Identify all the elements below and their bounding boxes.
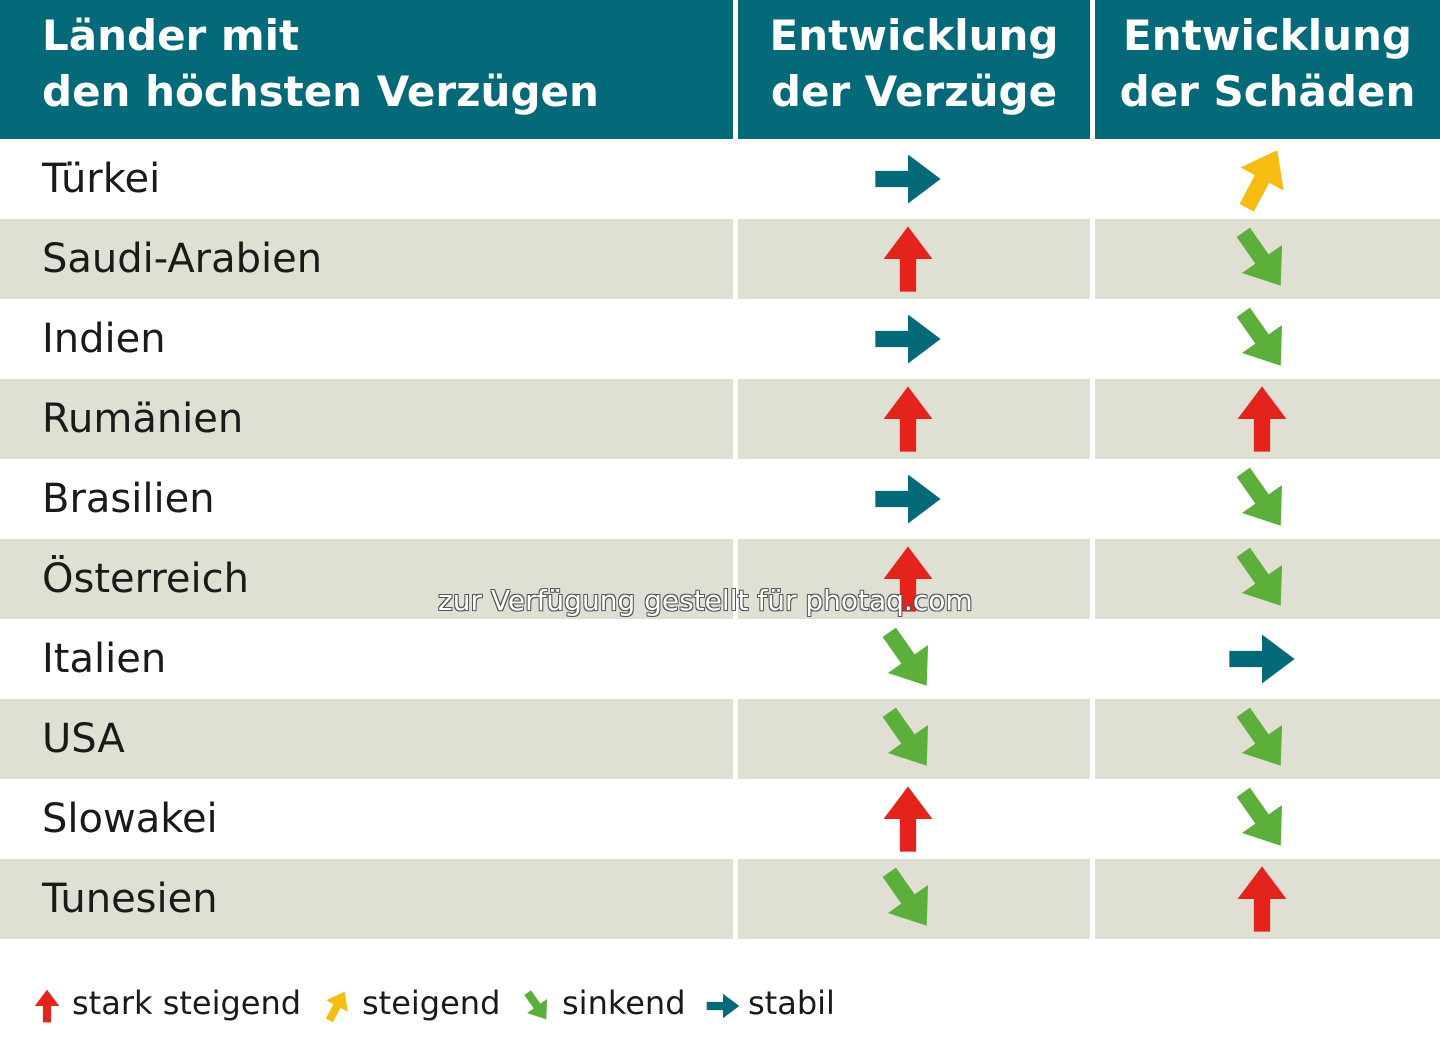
table-row: Brasilien bbox=[0, 459, 1440, 539]
legend-label: sinkend bbox=[562, 984, 686, 1022]
legend: stark steigend steigend sinkend stabil bbox=[30, 980, 930, 1030]
delays-arrow-right-icon bbox=[874, 465, 942, 537]
country-name: Österreich bbox=[42, 556, 249, 602]
arrow-right-icon bbox=[706, 993, 740, 1019]
header-damages-line1: Entwicklung bbox=[1123, 11, 1412, 60]
damages-cell bbox=[1095, 779, 1440, 859]
table-row: Österreich bbox=[0, 539, 1440, 619]
delays-cell bbox=[738, 139, 1090, 219]
table-row: Saudi-Arabien bbox=[0, 219, 1440, 299]
damages-arrow-down-right-icon bbox=[1228, 545, 1296, 617]
damages-cell bbox=[1095, 859, 1440, 939]
delays-cell bbox=[738, 859, 1090, 939]
table-row: Rumänien bbox=[0, 379, 1440, 459]
table-row: Italien bbox=[0, 619, 1440, 699]
delays-cell bbox=[738, 459, 1090, 539]
damages-arrow-down-right-icon bbox=[1228, 225, 1296, 297]
country-cell: Saudi-Arabien bbox=[0, 219, 733, 299]
delays-arrow-right-icon bbox=[874, 305, 942, 377]
damages-arrow-right-icon bbox=[1228, 625, 1296, 697]
legend-label: stabil bbox=[748, 984, 835, 1022]
delays-arrow-up-icon bbox=[874, 545, 942, 617]
country-name: Rumänien bbox=[42, 396, 244, 442]
damages-arrow-up-right-icon bbox=[1228, 145, 1296, 217]
damages-cell bbox=[1095, 619, 1440, 699]
legend-label: steigend bbox=[362, 984, 501, 1022]
delays-arrow-up-icon bbox=[874, 225, 942, 297]
delays-cell bbox=[738, 379, 1090, 459]
delays-arrow-right-icon bbox=[874, 145, 942, 217]
header-delays-line2: der Verzüge bbox=[770, 67, 1058, 116]
country-cell: Italien bbox=[0, 619, 733, 699]
header-damages: Entwicklung der Schäden bbox=[1095, 0, 1440, 139]
table-row: Türkei bbox=[0, 139, 1440, 219]
country-name: Slowakei bbox=[42, 796, 218, 842]
arrow-up-icon bbox=[34, 989, 60, 1023]
header-country-line2: den höchsten Verzügen bbox=[42, 67, 599, 116]
damages-arrow-down-right-icon bbox=[1228, 705, 1296, 777]
country-name: USA bbox=[42, 716, 125, 762]
damages-cell bbox=[1095, 219, 1440, 299]
damages-cell bbox=[1095, 539, 1440, 619]
country-cell: Rumänien bbox=[0, 379, 733, 459]
country-name: Brasilien bbox=[42, 476, 215, 522]
damages-arrow-down-right-icon bbox=[1228, 305, 1296, 377]
country-name: Tunesien bbox=[42, 876, 218, 922]
table-row: Indien bbox=[0, 299, 1440, 379]
damages-cell bbox=[1095, 699, 1440, 779]
country-cell: Österreich bbox=[0, 539, 733, 619]
header-delays-line1: Entwicklung bbox=[769, 11, 1059, 60]
delays-cell bbox=[738, 619, 1090, 699]
header-country-line1: Länder mit bbox=[42, 11, 300, 60]
country-cell: Slowakei bbox=[0, 779, 733, 859]
country-cell: USA bbox=[0, 699, 733, 779]
country-cell: Brasilien bbox=[0, 459, 733, 539]
delays-arrow-up-icon bbox=[874, 385, 942, 457]
damages-arrow-down-right-icon bbox=[1228, 465, 1296, 537]
damages-cell bbox=[1095, 379, 1440, 459]
delays-arrow-down-right-icon bbox=[874, 625, 942, 697]
delays-arrow-down-right-icon bbox=[874, 865, 942, 937]
delays-cell bbox=[738, 219, 1090, 299]
delays-cell bbox=[738, 699, 1090, 779]
country-cell: Indien bbox=[0, 299, 733, 379]
country-cell: Tunesien bbox=[0, 859, 733, 939]
delays-cell bbox=[738, 539, 1090, 619]
country-name: Türkei bbox=[42, 156, 161, 202]
header-damages-line2: der Schäden bbox=[1119, 67, 1416, 116]
country-name: Saudi-Arabien bbox=[42, 236, 323, 282]
header-delays: Entwicklung der Verzüge bbox=[738, 0, 1090, 139]
country-cell: Türkei bbox=[0, 139, 733, 219]
arrow-up-right-icon bbox=[325, 991, 348, 1023]
delays-arrow-up-icon bbox=[874, 785, 942, 857]
delays-cell bbox=[738, 779, 1090, 859]
legend-label: stark steigend bbox=[72, 984, 302, 1022]
damages-arrow-down-right-icon bbox=[1228, 785, 1296, 857]
table-row: USA bbox=[0, 699, 1440, 779]
country-name: Indien bbox=[42, 316, 166, 362]
arrow-down-right-icon bbox=[524, 990, 548, 1020]
damages-cell bbox=[1095, 459, 1440, 539]
damages-cell bbox=[1095, 299, 1440, 379]
damages-cell bbox=[1095, 139, 1440, 219]
table-row: Tunesien bbox=[0, 859, 1440, 939]
table-row: Slowakei bbox=[0, 779, 1440, 859]
damages-arrow-up-icon bbox=[1228, 865, 1296, 937]
delays-arrow-down-right-icon bbox=[874, 705, 942, 777]
damages-arrow-up-icon bbox=[1228, 385, 1296, 457]
watermark-text: zur Verfügung gestellt für photaq.com bbox=[438, 584, 973, 617]
country-name: Italien bbox=[42, 636, 167, 682]
delays-cell bbox=[738, 299, 1090, 379]
header-country: Länder mit den höchsten Verzügen bbox=[0, 0, 733, 139]
